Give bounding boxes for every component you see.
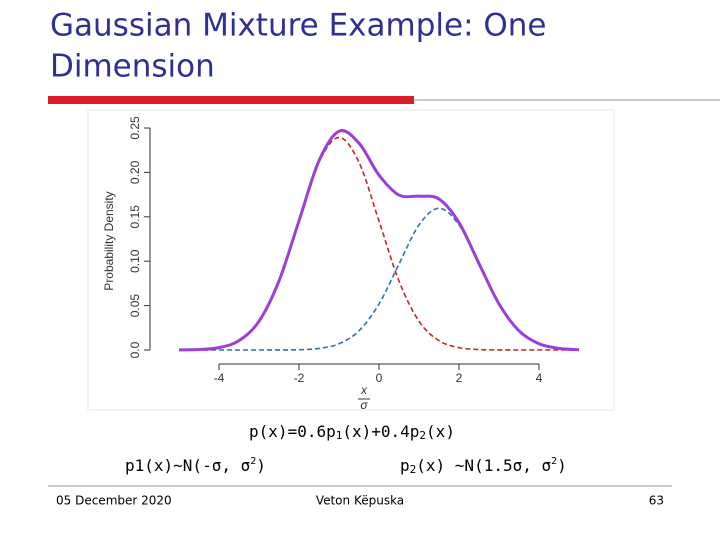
x-tick-label: 0 (376, 371, 383, 385)
footer-page: 63 (649, 494, 664, 508)
y-tick-label: 0.25 (128, 116, 142, 140)
y-tick-label: 0.20 (128, 160, 142, 184)
x-tick-label: 2 (456, 371, 463, 385)
right-distribution: p2(x) ~N(1.5σ, σ2) (400, 456, 567, 477)
x-tick-label: 4 (536, 371, 543, 385)
x-tick-label: -4 (214, 371, 225, 385)
y-tick-label: 0.0 (128, 341, 142, 358)
formula: p(x)=0.6p1(x)+0.4p2(x) (249, 422, 455, 443)
y-tick-label: 0.10 (128, 249, 142, 273)
title-line: Dimension (50, 49, 215, 85)
x-axis-label-den: σ (360, 398, 368, 412)
y-tick-label: 0.05 (128, 294, 142, 318)
y-axis-label: Probability Density (102, 191, 116, 290)
left-distribution: p1(x)~N(-σ, σ2) (125, 456, 266, 475)
y-tick-label: 0.15 (128, 205, 142, 229)
title-bar (48, 96, 414, 104)
footer-date: 05 December 2020 (56, 494, 172, 508)
x-axis-label-num: x (360, 383, 368, 397)
mixture-curve (178, 129, 580, 352)
footer-author: Veton Këpuska (316, 494, 404, 508)
x-tick-label: -2 (294, 371, 305, 385)
title-line: Gaussian Mixture Example: One (50, 8, 546, 44)
chart-frame (87, 109, 615, 411)
